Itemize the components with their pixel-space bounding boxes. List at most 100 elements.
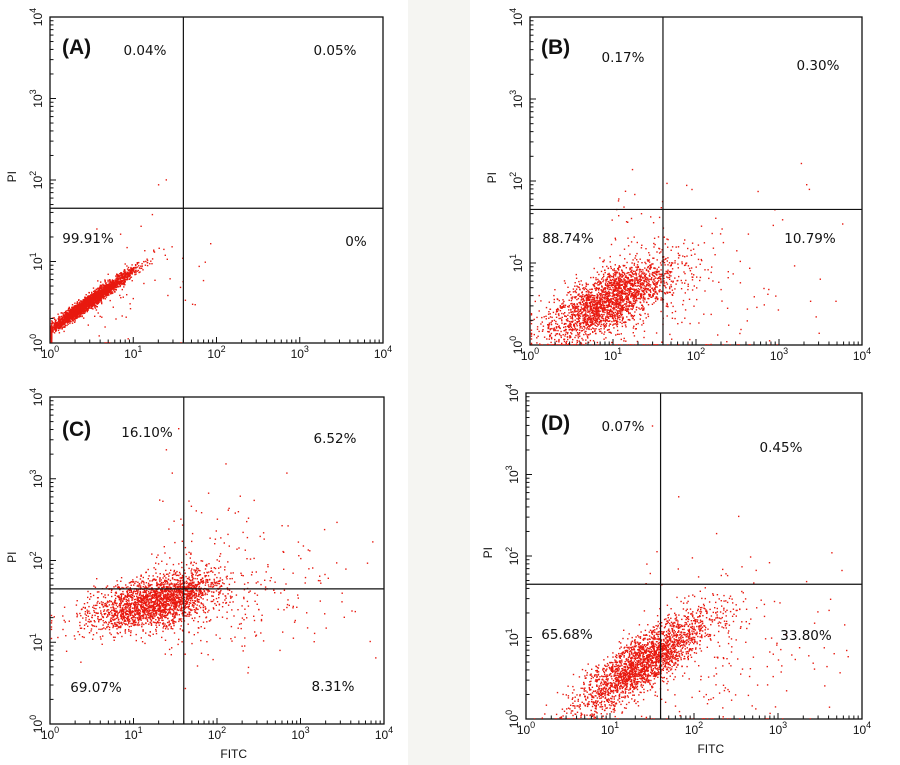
scatter-point [594,319,596,322]
scatter-point [619,286,621,288]
scatter-point [652,274,654,277]
scatter-point [539,343,541,345]
scatter-point [685,279,687,282]
x-tick-label: 104 [374,344,392,361]
scatter-point [98,298,101,300]
scatter-point [151,213,154,216]
scatter-point [138,265,140,267]
scatter-point [107,289,109,291]
scatter-point [685,262,687,265]
scatter-point [575,334,577,337]
scatter-point [659,289,661,291]
scatter-point [129,303,131,305]
scatter-point [69,312,72,315]
scatter-point [87,309,89,311]
scatter-point [92,300,95,302]
scatter-point [572,305,574,308]
scatter-point [654,288,656,290]
scatter-point [64,310,67,313]
scatter-point [678,275,680,278]
scatter-point [633,304,635,307]
scatter-point [645,248,647,250]
scatter-point [625,221,628,223]
scatter-point [658,252,661,254]
scatter-point [670,275,672,277]
scatter-point [634,296,636,298]
scatter-point [670,284,672,286]
scatter-point [621,322,623,325]
scatter-point [604,298,606,300]
scatter-point [592,320,594,322]
scatter-point [658,276,660,279]
scatter-point [100,294,102,297]
scatter-point [667,246,669,248]
scatter-point [653,272,655,274]
scatter-point [606,297,609,299]
scatter-point [84,307,86,309]
scatter-point [648,295,651,297]
scatter-point [114,288,116,291]
scatter-point [80,303,82,305]
scatter-point [67,317,70,319]
scatter-point [619,308,621,310]
scatter-point [634,277,636,279]
scatter-point [683,271,685,273]
scatter-point [65,313,67,315]
scatter-point [652,282,655,284]
scatter-point [69,314,71,316]
scatter-point [157,184,160,186]
scatter-point [91,298,93,300]
scatter-point [620,302,622,304]
scatter-point [83,308,85,311]
scatter-point [727,271,729,273]
scatter-point [672,281,674,283]
scatter-point [85,305,87,308]
scatter-point [586,299,588,302]
scatter-point [639,293,642,295]
scatter-point [655,286,657,288]
scatter-point [584,302,587,304]
scatter-point [693,305,695,307]
scatter-point [632,291,634,294]
scatter-point [102,291,104,293]
scatter-point [578,314,581,316]
scatter-point [656,270,659,272]
scatter-point [592,297,594,299]
scatter-point [72,319,74,321]
scatter-point [626,261,628,264]
scatter-point [558,341,560,343]
scatter-point [597,307,599,309]
scatter-point [610,282,612,284]
scatter-point [676,280,678,282]
scatter-point [623,248,626,250]
scatter-point [618,306,620,309]
scatter-point [656,268,658,270]
scatter-point [722,241,725,244]
scatter-point [655,332,658,334]
scatter-point [614,264,616,266]
scatter-point [91,294,93,297]
scatter-point [625,300,628,303]
scatter-point [690,254,693,256]
scatter-point [119,233,122,235]
scatter-point [589,313,591,315]
scatter-point [83,312,86,314]
scatter-point [619,321,621,323]
scatter-point [598,299,600,302]
scatter-point [597,287,599,290]
scatter-point [671,262,673,264]
scatter-point [608,302,610,304]
scatter-point [649,344,651,345]
scatter-point [574,297,576,299]
scatter-point [85,309,87,312]
scatter-point [583,288,585,291]
scatter-point [104,298,107,300]
scatter-point [99,292,101,294]
scatter-point [592,331,594,333]
scatter-point [746,320,748,322]
scatter-point [622,309,624,312]
scatter-point [609,315,611,317]
scatter-point [626,272,628,275]
scatter-point [654,243,656,246]
scatter-point [637,266,640,269]
